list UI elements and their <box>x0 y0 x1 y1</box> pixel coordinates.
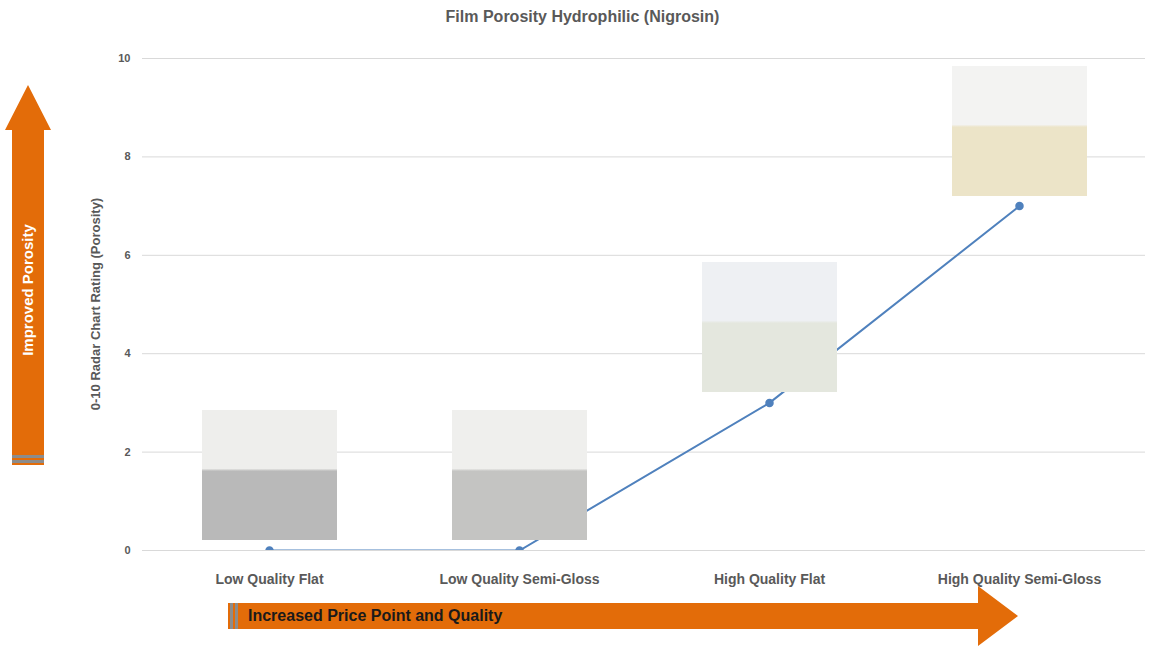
svg-text:High Quality Semi-Gloss: High Quality Semi-Gloss <box>938 571 1102 587</box>
svg-text:Low Quality Semi-Gloss: Low Quality Semi-Gloss <box>439 571 599 587</box>
html-text:Film Porosity Hydrophilic (Nig: Film Porosity Hydrophilic (Nigrosin) <box>445 8 720 25</box>
svg-text:2: 2 <box>124 446 130 458</box>
svg-text:Improved Porosity: Improved Porosity <box>19 223 36 355</box>
svg-text:0: 0 <box>124 544 130 556</box>
svg-text:Low Quality Flat: Low Quality Flat <box>215 571 323 587</box>
svg-text:4: 4 <box>124 347 131 359</box>
svg-text:0-10 Radar Chart Rating (Poros: 0-10 Radar Chart Rating (Porosity) <box>88 198 103 410</box>
svg-text:8: 8 <box>124 150 130 162</box>
svg-text:6: 6 <box>124 249 130 261</box>
svg-text:10: 10 <box>118 52 130 64</box>
svg-text:Increased Price Point and Qual: Increased Price Point and Quality <box>248 607 502 624</box>
svg-text:High Quality Flat: High Quality Flat <box>714 571 826 587</box>
